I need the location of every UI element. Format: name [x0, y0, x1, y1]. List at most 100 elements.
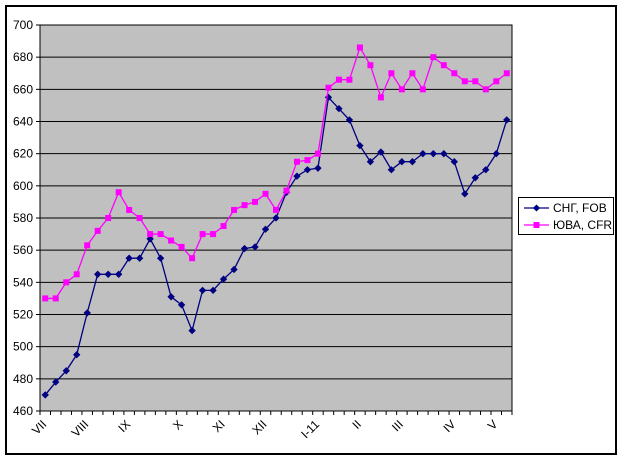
series-1-point-24 — [293, 158, 300, 165]
series-1-point-1 — [52, 295, 59, 302]
series-0-point-18 — [230, 265, 238, 274]
x-axis-label-III: III — [389, 417, 406, 434]
series-1-point-17 — [220, 223, 227, 230]
x-axis-label-X: X — [170, 417, 186, 433]
series-0-point-16 — [209, 286, 217, 295]
series-0-point-25 — [303, 166, 312, 174]
series-0-point-42 — [482, 166, 490, 174]
y-axis-label-680: 680 — [13, 50, 33, 64]
series-0-point-30 — [356, 141, 364, 150]
series-1-point-41 — [472, 78, 479, 85]
series-1-point-39 — [451, 70, 458, 77]
yuva-cfr-line-marker-icon — [524, 221, 549, 228]
series-1-point-35 — [409, 70, 416, 77]
series-0-point-9 — [135, 254, 144, 262]
series-1-point-2 — [63, 279, 70, 286]
series-1-point-3 — [73, 271, 80, 278]
x-axis-label-IX: IX — [115, 417, 133, 435]
series-0-point-8 — [125, 254, 133, 262]
x-axis-label-VII: VII — [29, 417, 49, 437]
y-axis-label-600: 600 — [13, 179, 33, 193]
series-0-point-20 — [251, 243, 259, 251]
series-1-point-42 — [482, 86, 489, 93]
series-1-point-38 — [440, 62, 447, 69]
y-axis-label-580: 580 — [13, 211, 33, 225]
x-axis-label-VIII: VIII — [69, 417, 92, 440]
series-0-point-15 — [198, 286, 207, 295]
series-0-point-37 — [429, 149, 438, 158]
series-1-point-21 — [262, 190, 269, 197]
legend-label-yuva-cfr: ЮВА, CFR — [553, 217, 613, 232]
series-1-point-15 — [199, 231, 206, 238]
x-axis-label-II: II — [349, 417, 364, 432]
y-axis-label-620: 620 — [13, 147, 33, 161]
series-1-point-26 — [314, 150, 321, 157]
series-1-point-10 — [147, 231, 154, 238]
series-1-point-19 — [241, 202, 248, 209]
series-1-point-31 — [367, 62, 374, 69]
legend-item-yuva-cfr: ЮВА, CFR — [519, 217, 613, 233]
series-1-point-40 — [461, 78, 468, 85]
series-1-point-30 — [356, 44, 363, 51]
series-1-point-18 — [231, 206, 238, 213]
series-1-point-13 — [178, 243, 185, 250]
series-0-point-17 — [219, 275, 228, 283]
y-axis-label-480: 480 — [13, 372, 33, 386]
series-1-point-25 — [304, 157, 311, 164]
series-1-point-7 — [115, 189, 122, 196]
y-axis-label-500: 500 — [13, 340, 33, 354]
series-1-point-33 — [388, 70, 395, 77]
y-axis-label-560: 560 — [13, 243, 33, 257]
x-axis-label-XI: XI — [210, 417, 228, 435]
series-0-point-3 — [73, 351, 81, 359]
legend: СНГ, FOB ЮВА, CFR — [518, 197, 614, 235]
series-1-point-20 — [252, 198, 259, 205]
x-axis-label-V: V — [485, 417, 501, 433]
series-0-point-36 — [419, 149, 427, 158]
series-1-point-44 — [503, 70, 510, 77]
series-0-point-43 — [492, 149, 500, 158]
x-axis-label-XII: XII — [249, 417, 269, 437]
series-1-point-43 — [493, 78, 500, 85]
y-axis-label-460: 460 — [13, 404, 33, 418]
series-1-point-36 — [419, 86, 426, 93]
series-1-point-9 — [136, 215, 143, 221]
series-1-point-11 — [157, 231, 164, 238]
series-1-point-0 — [42, 295, 49, 302]
y-axis-label-540: 540 — [13, 275, 33, 289]
series-1-point-4 — [84, 242, 91, 249]
series-1-point-22 — [273, 206, 279, 213]
legend-item-sng-fob: СНГ, FOB — [519, 200, 613, 216]
series-0-point-11 — [156, 254, 165, 262]
series-0-point-38 — [440, 149, 448, 158]
series-0-point-14 — [188, 326, 196, 335]
legend-label-sng-fob: СНГ, FOB — [553, 200, 607, 215]
series-0-point-33 — [387, 166, 396, 174]
series-1-point-8 — [126, 206, 133, 213]
series-1-point-34 — [398, 86, 405, 93]
x-axis-label-I-11: I-11 — [298, 417, 322, 441]
series-1-point-12 — [168, 237, 175, 244]
series-1-point-37 — [430, 54, 437, 61]
series-0-point-44 — [503, 116, 511, 124]
series-0-point-32 — [377, 148, 385, 156]
series-1-point-27 — [325, 84, 332, 91]
series-0-point-24 — [293, 172, 301, 180]
sng-fob-line-marker-icon — [524, 203, 549, 212]
y-axis-label-520: 520 — [13, 308, 33, 322]
series-1-point-14 — [189, 255, 196, 262]
series-0-point-19 — [240, 244, 249, 253]
series-1-point-5 — [94, 227, 101, 234]
series-0-point-4 — [83, 309, 91, 317]
y-axis-label-660: 660 — [13, 82, 33, 96]
series-1-point-28 — [335, 76, 342, 83]
series-1-point-29 — [346, 76, 353, 83]
series-1-point-32 — [377, 94, 384, 101]
y-axis-label-700: 700 — [13, 18, 33, 32]
series-0-point-13 — [177, 301, 186, 309]
series-1-point-16 — [210, 231, 217, 238]
series-1-point-23 — [283, 187, 290, 194]
series-1-point-6 — [105, 215, 112, 221]
